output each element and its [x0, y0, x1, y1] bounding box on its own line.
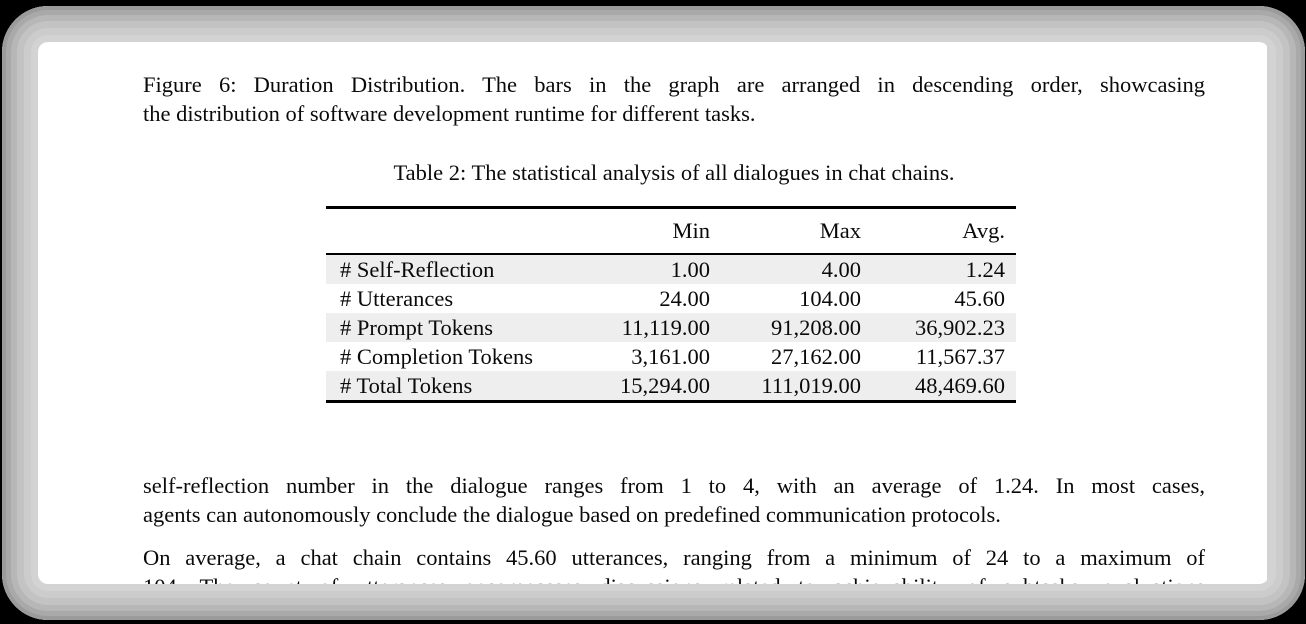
body-line: On average, a chat chain contains 45.60 …: [143, 545, 1205, 570]
figure-caption-line1: Figure 6: Duration Distribution. The bar…: [143, 72, 1205, 97]
table-cell-label: # Total Tokens: [340, 373, 473, 398]
table-cell-avg: 36,902.23: [915, 315, 1005, 340]
figure-caption: Figure 6: Duration Distribution. The bar…: [143, 70, 1205, 128]
body-line: self-reflection number in the dialogue r…: [143, 473, 1205, 498]
table-cell-min: 24.00: [659, 286, 710, 311]
table-cell-max: 91,208.00: [771, 315, 861, 340]
table-cell-label: # Completion Tokens: [340, 344, 534, 369]
table-cell-min: 11,119.00: [621, 315, 710, 340]
table-cell-max: 104.00: [799, 286, 861, 311]
table-cell-avg: 1.24: [965, 257, 1005, 282]
table-row: # Utterances 24.00 104.00 45.60: [326, 284, 1016, 313]
table-row: # Total Tokens 15,294.00 111,019.00 48,4…: [326, 371, 1016, 402]
body-paragraph-2: On average, a chat chain contains 45.60 …: [143, 543, 1205, 584]
document-page[interactable]: tasks Figure 6: Duration Distribution. T…: [36, 34, 1267, 584]
table-cell-max: 27,162.00: [771, 344, 861, 369]
table-row: # Completion Tokens 3,161.00 27,162.00 1…: [326, 342, 1016, 371]
table-header-empty: [326, 207, 592, 255]
table-header-avg: Avg.: [861, 207, 1016, 255]
table-cell-avg: 48,469.60: [915, 373, 1005, 398]
table-cell-label: # Utterances: [340, 286, 454, 311]
clipped-chart-axis-label: tasks: [691, 34, 736, 47]
table-header-row: Min Max Avg.: [326, 207, 1016, 255]
table-row: # Prompt Tokens 11,119.00 91,208.00 36,9…: [326, 313, 1016, 342]
table-cell-max: 4.00: [821, 257, 861, 282]
body-paragraph-1: self-reflection number in the dialogue r…: [143, 471, 1205, 529]
table-caption: Table 2: The statistical analysis of all…: [393, 160, 955, 185]
body-line: agents can autonomously conclude the dia…: [143, 502, 1001, 527]
table-cell-label: # Prompt Tokens: [340, 315, 494, 340]
table-cell-avg: 11,567.37: [915, 344, 1005, 369]
clipped-body-line: 104. The count of utterances encompasses…: [143, 572, 1205, 584]
table-cell-label: # Self-Reflection: [340, 257, 495, 282]
table-cell-min: 1.00: [670, 257, 710, 282]
figure-caption-line2: the distribution of software development…: [143, 101, 756, 126]
table-header-max: Max: [710, 207, 861, 255]
table-cell-max: 111,019.00: [761, 373, 861, 398]
table-cell-min: 15,294.00: [620, 373, 710, 398]
table-row: # Self-Reflection 1.00 4.00 1.24: [326, 254, 1016, 284]
table-header-min: Min: [592, 207, 710, 255]
table-cell-min: 3,161.00: [631, 344, 710, 369]
table-cell-avg: 45.60: [954, 286, 1005, 311]
document-viewer-window: tasks Figure 6: Duration Distribution. T…: [2, 6, 1305, 620]
stats-table: Min Max Avg. # Self-Reflection 1.00 4.00…: [326, 206, 1016, 403]
